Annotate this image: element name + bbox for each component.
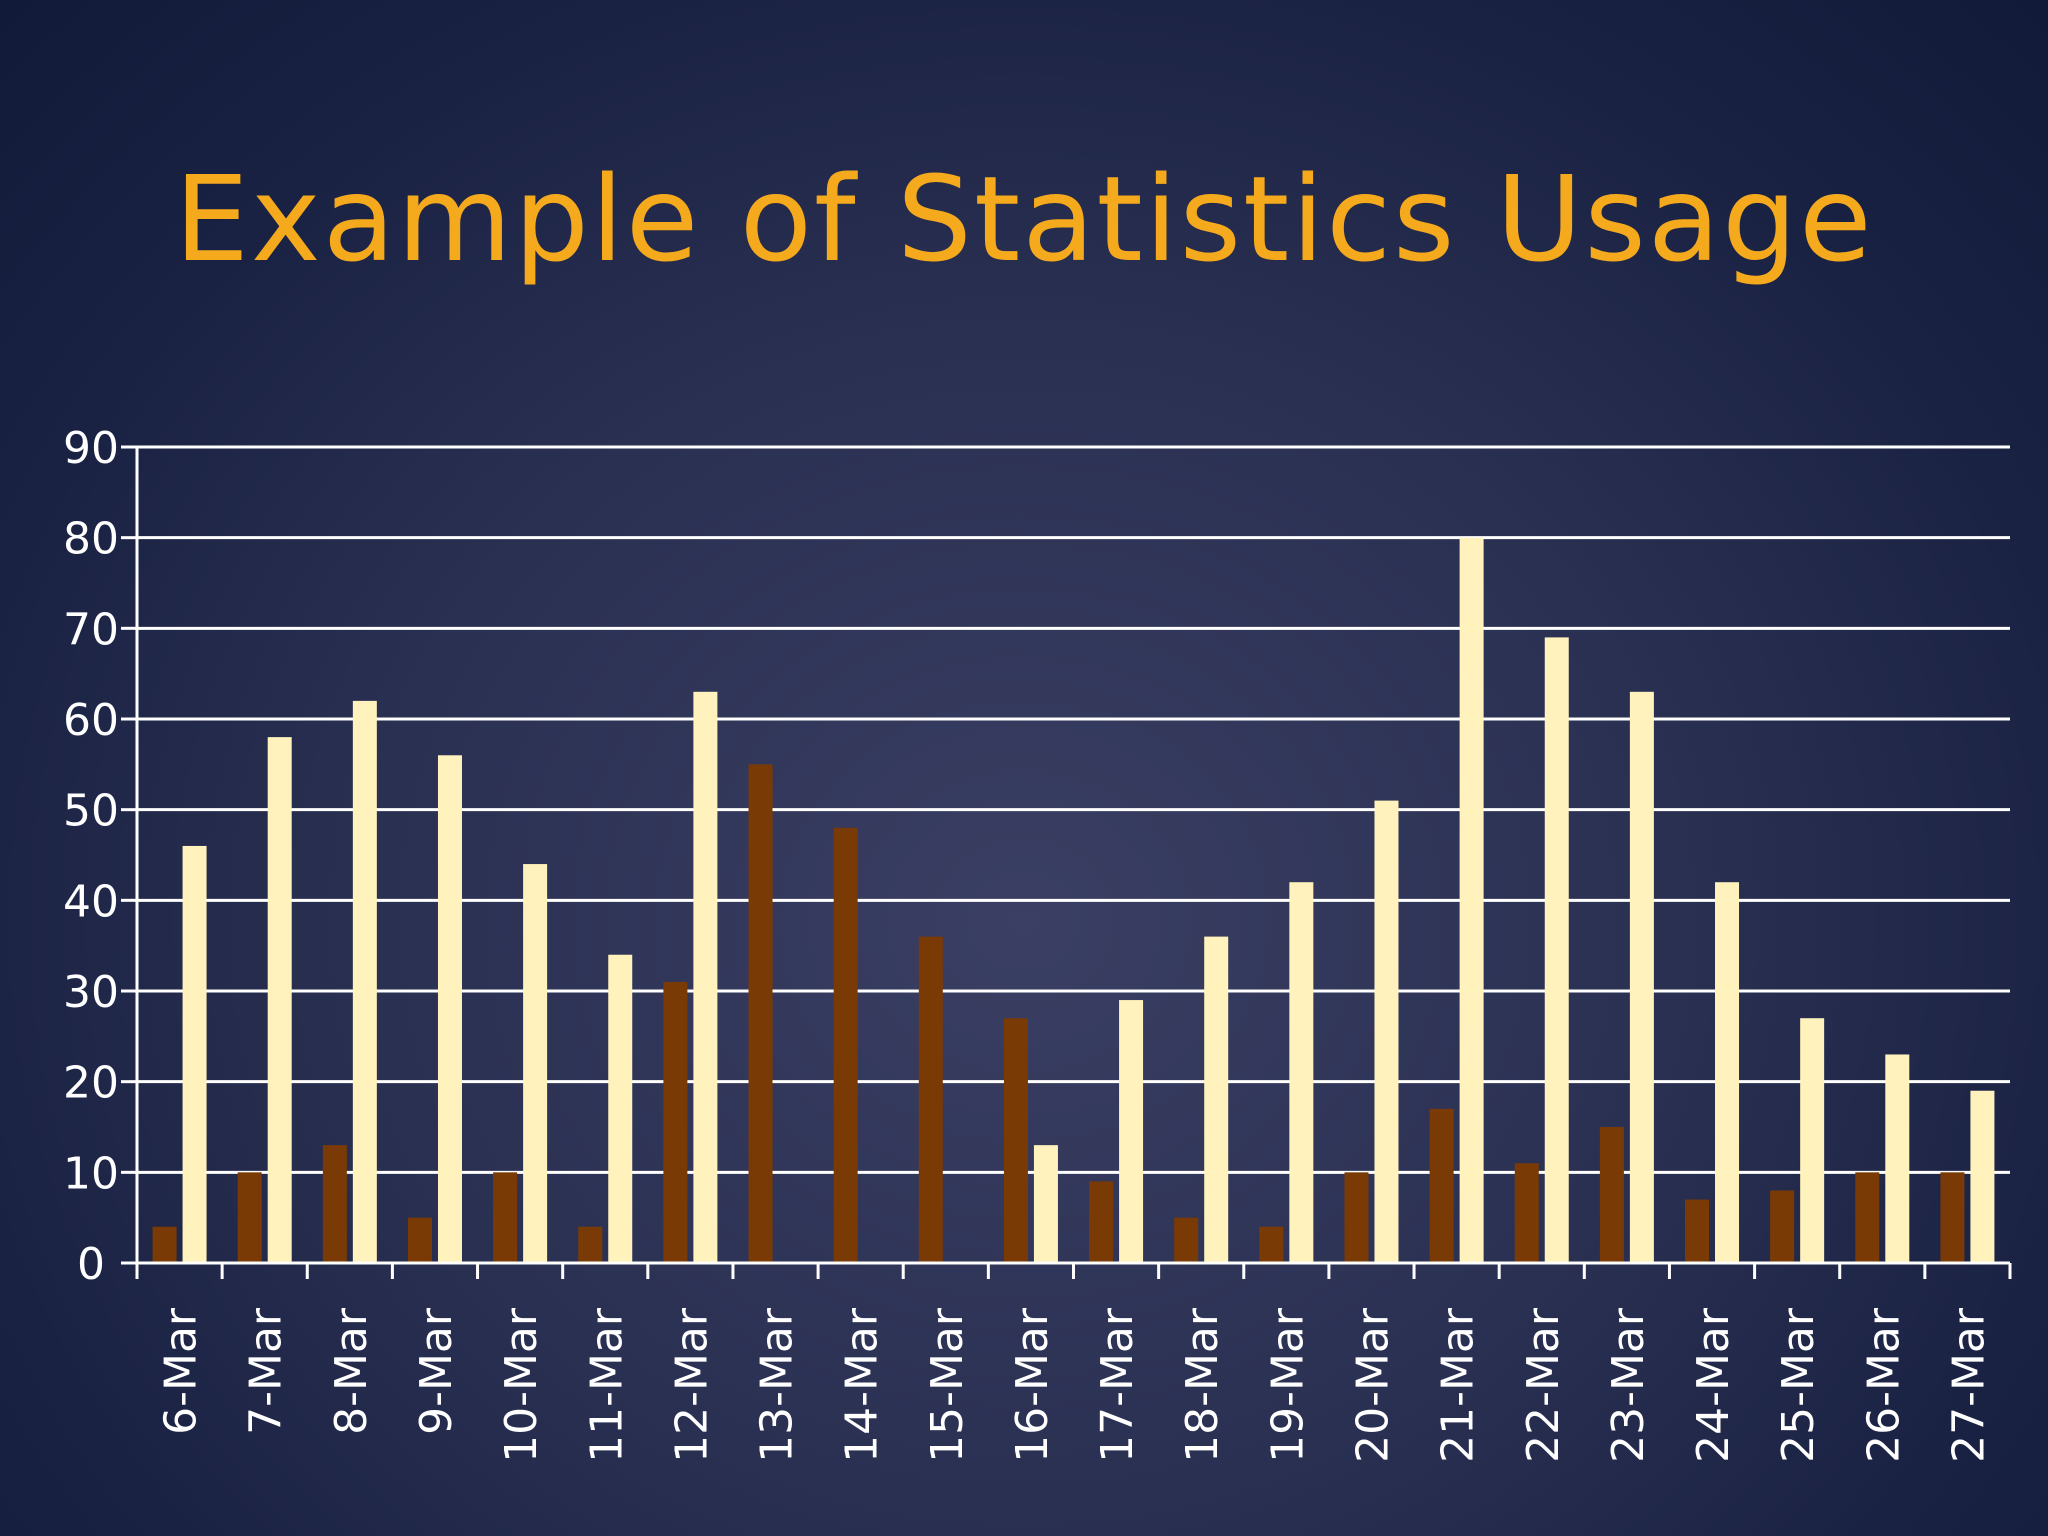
bar-series-1	[322, 1145, 347, 1263]
bar-series-1	[407, 1217, 432, 1263]
x-tick-label: 17-Mar	[1092, 1307, 1143, 1463]
bar-series-2	[437, 755, 462, 1263]
y-tick-label: 30	[63, 967, 119, 1018]
x-axis-tick-labels: 6-Mar 7-Mar 8-Mar 9-Mar 10-Mar 11-Mar 12-Mar 13…	[156, 1307, 1995, 1463]
bar-series-1	[1770, 1190, 1795, 1263]
bar-series-1	[493, 1172, 518, 1263]
bar-series-2	[608, 954, 633, 1263]
x-tick-label: 13-Mar	[752, 1307, 803, 1463]
x-tick-label: 20-Mar	[1347, 1307, 1398, 1463]
x-tick-label: 19-Mar	[1262, 1307, 1313, 1463]
bar-series-1	[833, 827, 858, 1263]
y-tick-label: 20	[63, 1058, 119, 1109]
y-axis-tick-labels: 0 10 20 30 40 50 60 70 80 90	[63, 423, 119, 1290]
bar-series-1	[1940, 1172, 1965, 1263]
bar-series-2	[1970, 1090, 1995, 1263]
x-tick-label: 22-Mar	[1518, 1307, 1569, 1463]
y-tick-label: 0	[77, 1239, 105, 1290]
y-tick-label: 80	[63, 514, 119, 565]
bar-series-2	[523, 864, 548, 1263]
bar-series-1	[1429, 1108, 1454, 1263]
bar-series-2	[1544, 637, 1569, 1263]
x-tick-label: 24-Mar	[1688, 1307, 1739, 1463]
bar-series-2	[1033, 1145, 1058, 1263]
bar-series-2	[1374, 800, 1399, 1263]
bar-series-1	[1259, 1226, 1284, 1263]
x-tick-label: 12-Mar	[666, 1307, 717, 1463]
x-tick-label: 10-Mar	[496, 1307, 547, 1463]
bar-series-2	[1289, 882, 1314, 1263]
bar-series-1	[1599, 1127, 1624, 1263]
bar-series-2	[1119, 1000, 1144, 1263]
x-tick-label: 7-Mar	[241, 1307, 292, 1435]
bar-series-2	[1800, 1018, 1825, 1263]
y-tick-label: 10	[63, 1148, 119, 1199]
x-tick-label: 21-Mar	[1433, 1307, 1484, 1463]
y-tick-label: 40	[63, 876, 119, 927]
x-tick-label: 27-Mar	[1943, 1307, 1994, 1463]
bar-series-1	[152, 1226, 177, 1263]
x-tick-label: 9-Mar	[411, 1307, 462, 1435]
bar-series-1	[1514, 1163, 1539, 1263]
x-tick-label: 11-Mar	[581, 1307, 632, 1463]
bar-series-1	[578, 1226, 603, 1263]
x-tick-label: 8-Mar	[326, 1307, 377, 1435]
bar-series-1	[1003, 1018, 1028, 1263]
x-tick-label: 23-Mar	[1603, 1307, 1654, 1463]
bar-series-2	[1204, 936, 1229, 1263]
bar-series-1	[748, 764, 773, 1263]
bar-series-2	[1715, 882, 1740, 1263]
bar-series-2	[352, 700, 377, 1263]
bar-series-1	[237, 1172, 262, 1263]
axes	[121, 445, 2012, 1279]
bar-series-1	[918, 936, 943, 1263]
x-tick-label: 26-Mar	[1858, 1307, 1909, 1463]
y-tick-label: 70	[63, 604, 119, 655]
y-tick-label: 60	[63, 695, 119, 746]
bar-series-2	[1885, 1054, 1910, 1263]
x-tick-label: 6-Mar	[156, 1307, 207, 1435]
y-tick-label: 50	[63, 786, 119, 837]
bar-series-1	[663, 981, 688, 1263]
bar-series-1	[1344, 1172, 1369, 1263]
bar-series-2	[1459, 537, 1484, 1263]
x-tick-label: 16-Mar	[1007, 1307, 1058, 1463]
bar-series-1	[1855, 1172, 1880, 1263]
bar-series-2	[693, 691, 718, 1263]
bar-series-1	[1685, 1199, 1710, 1263]
y-tick-label: 90	[63, 423, 119, 474]
bar-series-1	[1174, 1217, 1199, 1263]
bar-series-2	[182, 845, 207, 1263]
bars	[152, 537, 1995, 1263]
bar-series-2	[1629, 691, 1654, 1263]
slide-title: Example of Statistics Usage	[174, 150, 1874, 288]
x-tick-label: 25-Mar	[1773, 1307, 1824, 1463]
x-tick-label: 15-Mar	[922, 1307, 973, 1463]
bar-series-1	[1089, 1181, 1114, 1263]
x-tick-label: 14-Mar	[837, 1307, 888, 1463]
x-tick-label: 18-Mar	[1177, 1307, 1228, 1463]
bar-series-2	[267, 737, 292, 1263]
